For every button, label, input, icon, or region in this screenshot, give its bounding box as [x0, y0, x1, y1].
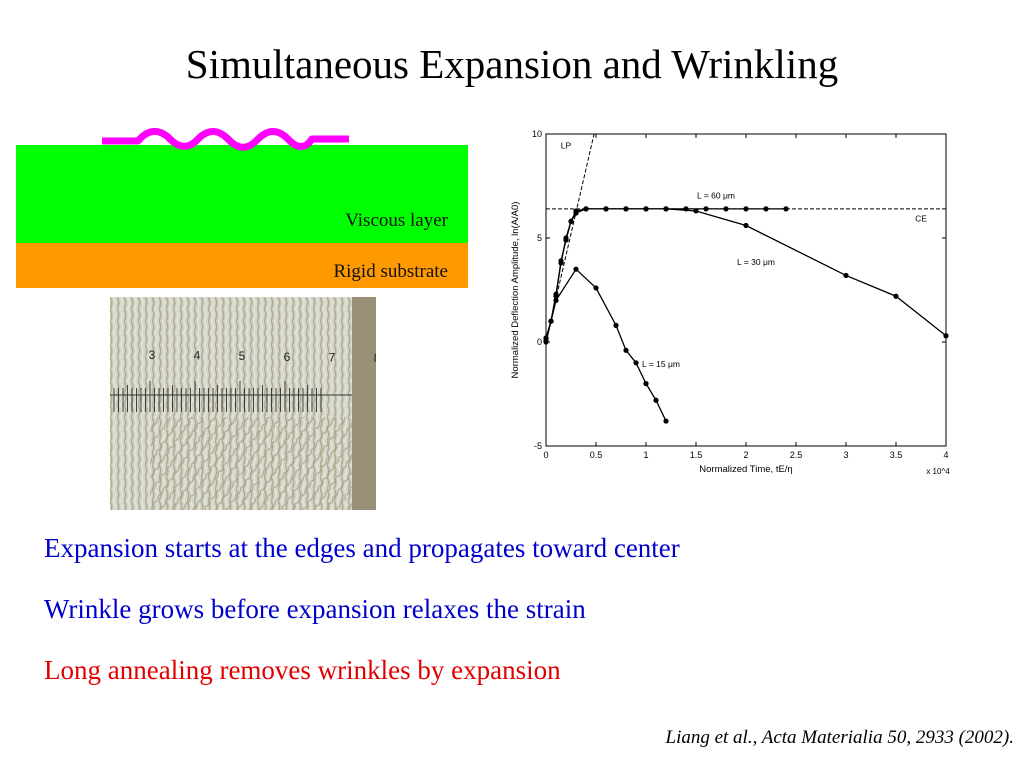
- ruler-number: 4: [194, 349, 201, 363]
- plot-annotation: L = 15 μm: [642, 359, 680, 369]
- ruler-number: 6: [284, 350, 291, 364]
- data-point: [893, 293, 899, 299]
- citation: Liang et al., Acta Materialia 50, 2933 (…: [665, 727, 1015, 748]
- data-point: [603, 206, 609, 212]
- data-point: [573, 210, 579, 216]
- data-point: [743, 206, 749, 212]
- layer-schematic-svg: [16, 128, 468, 288]
- x-multiplier-label: x 10^4: [926, 467, 950, 476]
- ruler-scale: [110, 381, 352, 412]
- data-point: [693, 208, 699, 214]
- wrinkled-film: [102, 128, 349, 151]
- x-tick-label: 0.5: [590, 450, 603, 460]
- data-point: [613, 322, 619, 328]
- data-point: [783, 206, 789, 212]
- y-tick-label: 10: [532, 129, 542, 139]
- data-point: [643, 381, 649, 387]
- plot-annotation: CE: [915, 213, 927, 223]
- data-point: [653, 397, 659, 403]
- bullet-1: Expansion starts at the edges and propag…: [44, 533, 680, 563]
- x-tick-label: 1.5: [690, 450, 703, 460]
- y-tick-label: -5: [534, 441, 542, 451]
- rigid-substrate-rect: [16, 243, 468, 288]
- data-point: [633, 360, 639, 366]
- ruler-number: 5: [239, 349, 246, 363]
- wrinkle-micrograph: 3 4 5 6 7 8: [110, 297, 381, 510]
- x-axis-label: Normalized Time, tE/η: [699, 464, 792, 475]
- viscous-layer-rect: [16, 145, 468, 243]
- amplitude-plot: 0 0.5 1 1.5 2 2.5 3 3.5 4 -5 0 5 10 Normalized Time, …: [506, 124, 958, 484]
- data-point: [568, 218, 574, 224]
- plot-frame: [545, 133, 947, 447]
- plot-annotation: L = 60 μm: [697, 190, 735, 200]
- data-point: [548, 318, 554, 324]
- viscous-layer-label: Viscous layer: [345, 210, 448, 231]
- data-point: [623, 347, 629, 353]
- x-tick-label: 0: [543, 450, 548, 460]
- data-point: [643, 206, 649, 212]
- data-point: [843, 272, 849, 279]
- data-point: [543, 339, 549, 345]
- rigid-substrate-label: Rigid substrate: [333, 261, 448, 282]
- data-point: [563, 237, 569, 243]
- data-point: [583, 206, 589, 212]
- data-point: [663, 418, 669, 424]
- data-point: [558, 258, 564, 264]
- bullet-3: Long annealing removes wrinkles by expan…: [44, 655, 561, 685]
- x-tick-label: 4: [943, 450, 948, 460]
- data-point: [623, 206, 629, 212]
- layer-schematic: Viscous layer Rigid substrate: [16, 126, 468, 288]
- x-tick-label: 2: [743, 450, 748, 460]
- micrograph-svg: 3 4 5 6 7 8: [110, 297, 381, 510]
- x-tick-label: 3.5: [890, 450, 903, 460]
- ruler-number: 3: [149, 348, 156, 362]
- data-point: [943, 333, 949, 339]
- x-tick-label: 2.5: [790, 450, 803, 460]
- data-point: [743, 222, 749, 229]
- data-point: [593, 285, 599, 291]
- bullet-2: Wrinkle grows before expansion relaxes t…: [44, 594, 586, 624]
- data-point: [573, 266, 579, 272]
- y-axis-label: Normalized Deflection Amplitude, ln(A/A0…: [510, 202, 521, 379]
- y-tick-label: 5: [537, 233, 542, 243]
- data-point: [553, 297, 559, 303]
- plot-annotation: LP: [561, 141, 572, 151]
- ruler-number: 8: [374, 351, 376, 365]
- x-tick-label: 3: [843, 450, 848, 460]
- data-point: [723, 206, 729, 212]
- data-point: [763, 206, 769, 212]
- plot-annotation: L = 30 μm: [737, 257, 775, 267]
- data-point: [703, 206, 709, 212]
- data-point: [663, 206, 669, 212]
- y-tick-label: 0: [537, 337, 542, 347]
- x-tick-label: 1: [643, 450, 648, 460]
- ruler-number: 7: [329, 350, 336, 364]
- slide-title: Simultaneous Expansion and Wrinkling: [185, 41, 839, 87]
